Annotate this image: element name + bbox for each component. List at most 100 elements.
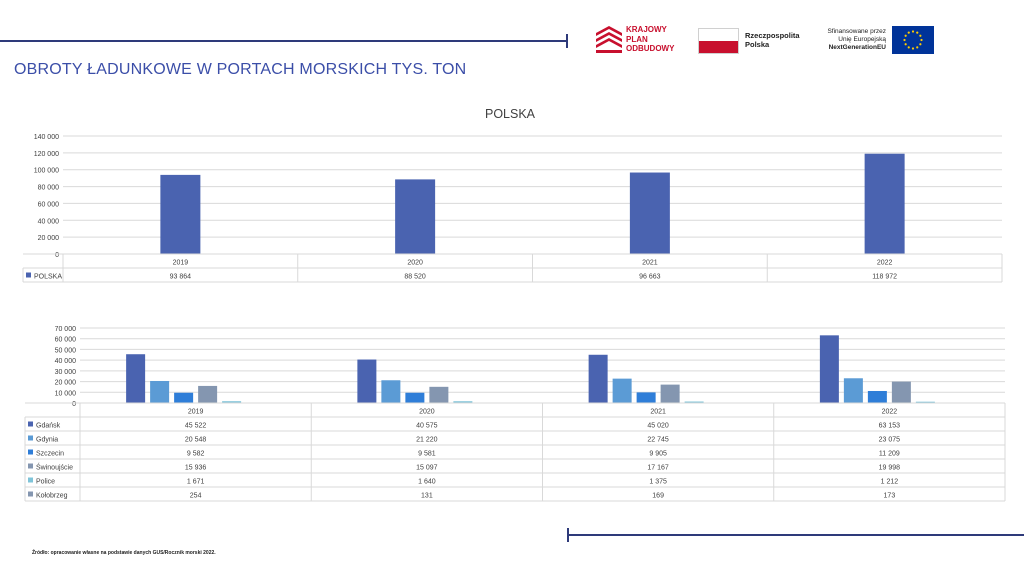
category-label: 2021 <box>650 409 666 416</box>
eu-star <box>904 43 907 46</box>
bar-szczecin-2022 <box>867 390 887 403</box>
footer-rule-tick <box>567 528 569 542</box>
bar-szczecin-2021 <box>636 392 656 403</box>
eu-star <box>920 38 923 42</box>
bar-gdańsk-2020 <box>357 359 377 403</box>
kpo-logo-text: KRAJOWY PLAN ODBUDOWY <box>626 25 675 53</box>
category-label: 2021 <box>642 260 658 267</box>
legend-key-polska <box>26 272 31 278</box>
data-label: 131 <box>421 493 433 500</box>
eu-star <box>916 46 919 49</box>
eu-star <box>911 47 915 50</box>
bar-szczecin-2019 <box>174 392 194 403</box>
data-label: 1 375 <box>649 479 667 486</box>
series-name: Police <box>36 479 55 486</box>
bar-gdynia-2019 <box>150 380 170 403</box>
category-label: 2020 <box>407 260 423 267</box>
legend-key-kołobrzeg <box>28 491 33 497</box>
y-tick-label: 0 <box>72 401 76 408</box>
series-name: Kołobrzeg <box>36 493 68 500</box>
eu-star <box>907 46 910 49</box>
data-label: 93 864 <box>170 274 192 281</box>
header-rule <box>0 40 567 42</box>
category-label: 2020 <box>419 409 435 416</box>
source-note: Źródło: opracowanie własne na podstawie … <box>32 550 216 556</box>
kpo-mark-icon <box>596 26 622 53</box>
bar-szczecin-2020 <box>405 392 425 403</box>
footer-rule <box>568 534 1024 536</box>
chart-title: POLSKA <box>485 107 536 121</box>
y-tick-label: 40 000 <box>38 218 60 225</box>
eu-line-3: NextGenerationEU <box>828 44 886 51</box>
bar-police-2022 <box>915 401 935 403</box>
data-label: 15 936 <box>185 465 207 472</box>
data-label: 40 575 <box>416 423 438 430</box>
data-label: 15 097 <box>416 465 438 472</box>
header-rule-tick <box>566 34 568 48</box>
data-label: 9 582 <box>187 451 205 458</box>
y-tick-label: 0 <box>55 252 59 259</box>
legend-key-police <box>28 477 33 483</box>
bar-gdynia-2020 <box>381 380 401 403</box>
data-label: 19 998 <box>879 465 901 472</box>
eu-star <box>919 43 922 46</box>
bar-police-2020 <box>453 401 473 403</box>
bar-police-2021 <box>684 401 704 403</box>
data-label: 22 745 <box>647 437 669 444</box>
data-label: 1 212 <box>881 479 899 486</box>
eu-star <box>919 34 922 37</box>
data-label: 17 167 <box>647 465 669 472</box>
series-name: Szczecin <box>36 451 64 458</box>
bar-polska-2021 <box>629 172 670 254</box>
eu-star <box>903 38 906 42</box>
category-label: 2022 <box>877 260 893 267</box>
y-tick-label: 60 000 <box>55 337 77 344</box>
data-label: 21 220 <box>416 437 438 444</box>
y-tick-label: 60 000 <box>38 201 60 208</box>
kpo-logo: KRAJOWY PLAN ODBUDOWY <box>596 24 691 56</box>
eu-logo-text: Sfinansowane przez Unię Europejską NextG… <box>816 28 886 52</box>
bar-gdańsk-2021 <box>588 354 608 403</box>
bar-świnoujście-2020 <box>429 386 449 403</box>
data-label: 23 075 <box>879 437 901 444</box>
series-name: Świnoujście <box>36 463 73 472</box>
eu-logo: Sfinansowane przez Unię Europejską NextG… <box>816 26 946 54</box>
eu-star <box>907 31 910 34</box>
bar-gdańsk-2022 <box>819 335 839 403</box>
category-label: 2022 <box>882 409 898 416</box>
data-label: 9 905 <box>649 451 667 458</box>
data-label: 173 <box>884 493 896 500</box>
polish-flag-icon <box>698 28 739 54</box>
y-tick-label: 140 000 <box>34 134 59 141</box>
legend-key-gdynia <box>28 435 33 441</box>
bar-gdańsk-2019 <box>126 354 146 403</box>
page-title: OBROTY ŁADUNKOWE W PORTACH MORSKICH TYS.… <box>14 61 467 78</box>
bar-świnoujście-2021 <box>660 384 680 403</box>
data-label: 9 581 <box>418 451 436 458</box>
logo-bar: KRAJOWY PLAN ODBUDOWY Rzeczpospolita Pol… <box>596 24 946 56</box>
eu-star <box>911 30 915 33</box>
eu-star <box>904 34 907 37</box>
data-label: 45 020 <box>647 423 669 430</box>
y-tick-label: 100 000 <box>34 168 59 175</box>
series-name: Gdynia <box>36 437 58 444</box>
data-label: 1 640 <box>418 479 436 486</box>
bar-police-2019 <box>222 401 242 403</box>
bar-polska-2020 <box>395 179 436 254</box>
y-tick-label: 120 000 <box>34 151 59 158</box>
rp-logo: Rzeczpospolita Polska <box>698 28 808 54</box>
series-name: Gdańsk <box>36 423 61 430</box>
chart-ports: 0 10 000 20 000 30 000 40 000 50 000 60 000 70 … <box>24 326 1006 502</box>
data-label: 169 <box>652 493 664 500</box>
rp-logo-text: Rzeczpospolita Polska <box>745 31 800 49</box>
data-label: 1 671 <box>187 479 205 486</box>
data-label: 45 522 <box>185 423 207 430</box>
series-name: POLSKA <box>34 274 62 281</box>
category-label: 2019 <box>173 260 189 267</box>
legend-key-gdańsk <box>28 421 33 427</box>
y-tick-label: 50 000 <box>55 347 77 354</box>
eu-flag-icon <box>892 26 934 54</box>
bar-gdynia-2021 <box>612 378 632 403</box>
y-tick-label: 30 000 <box>55 369 77 376</box>
eu-line-1: Sfinansowane przez <box>827 28 886 35</box>
